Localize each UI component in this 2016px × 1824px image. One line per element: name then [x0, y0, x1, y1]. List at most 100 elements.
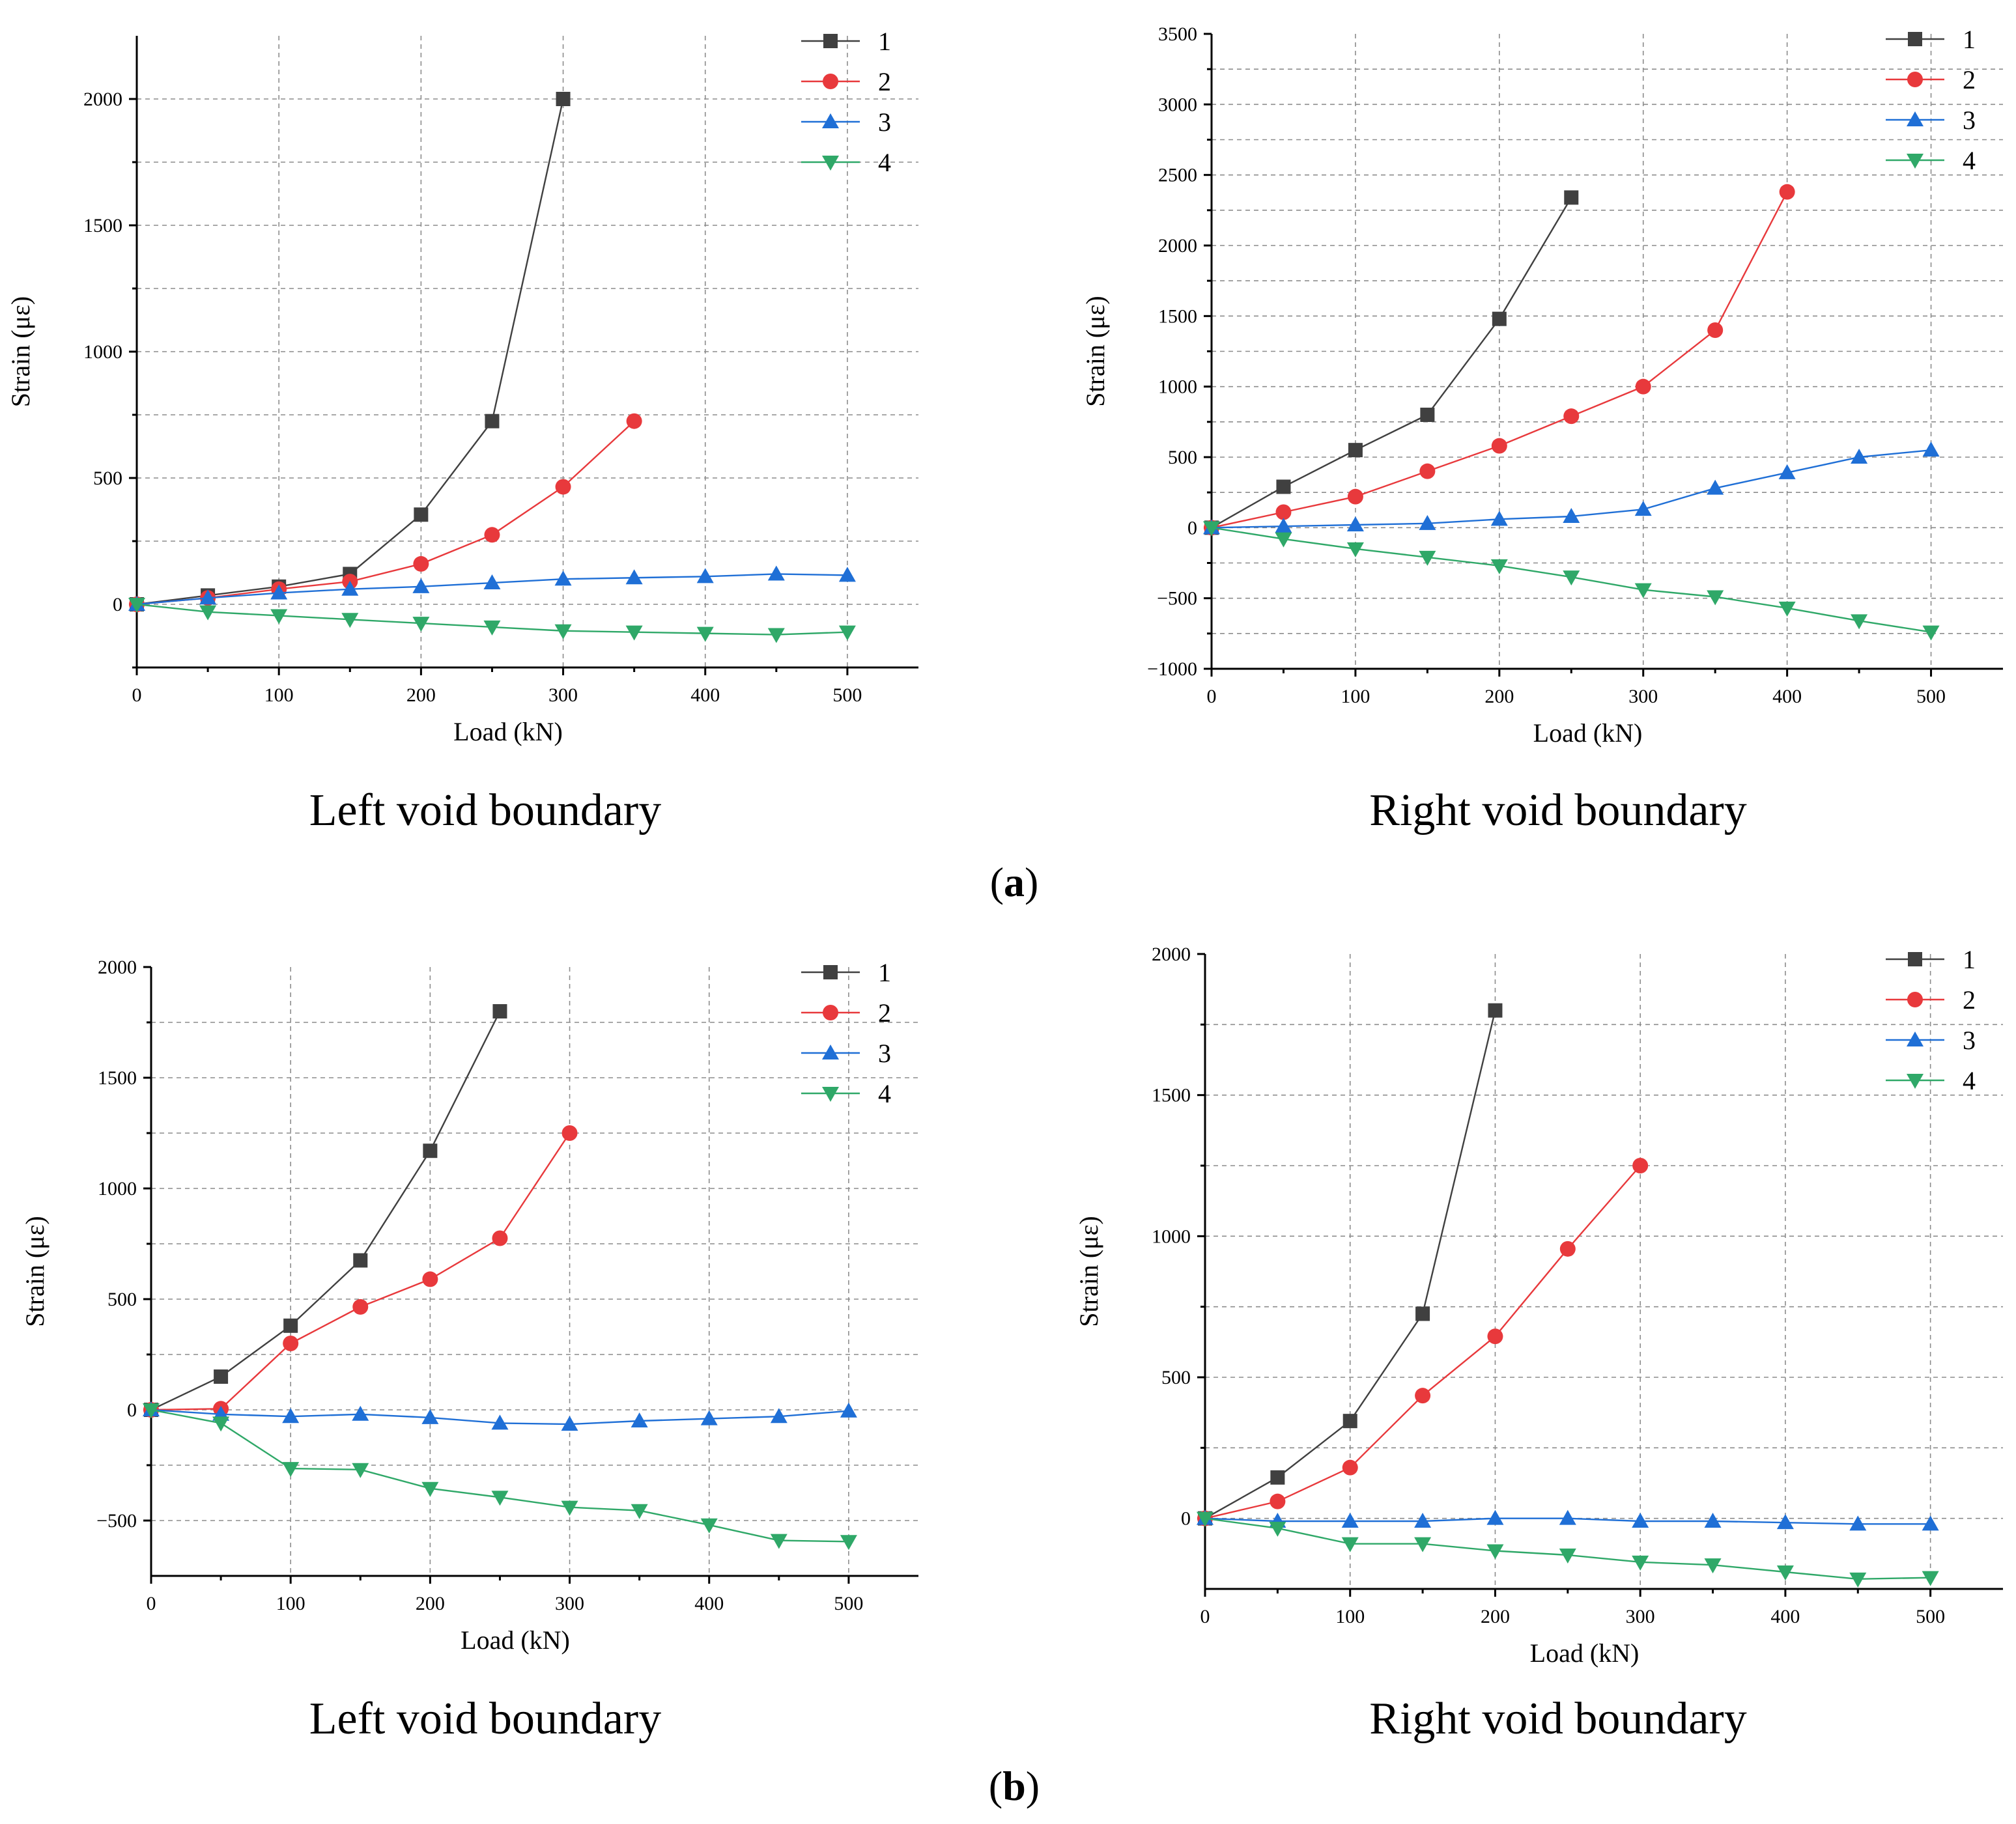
data-point-3	[1563, 508, 1580, 523]
data-point-4	[1269, 1521, 1286, 1537]
data-point-3	[1559, 1509, 1576, 1525]
data-point-4	[282, 1462, 300, 1478]
data-point-3	[1419, 514, 1436, 530]
data-point-1	[1348, 443, 1363, 458]
data-point-4	[625, 625, 643, 641]
data-point-4	[1922, 1571, 1939, 1586]
x-tick-label: 100	[1335, 1606, 1365, 1627]
x-tick-label: 500	[1916, 686, 1946, 707]
x-tick-label: 400	[1772, 686, 1802, 707]
legend-marker-2	[823, 1005, 838, 1020]
legend-marker-4	[822, 1087, 839, 1102]
data-point-3	[1632, 1513, 1649, 1528]
data-point-4	[1414, 1537, 1432, 1552]
caption-b-left: Left void boundary	[309, 1694, 662, 1744]
data-point-2	[555, 479, 571, 495]
data-point-2	[1491, 438, 1507, 454]
data-point-4	[1849, 1572, 1867, 1588]
data-point-3	[1704, 1513, 1722, 1528]
series-line-2	[1204, 1165, 1641, 1519]
data-point-1	[556, 92, 571, 106]
data-point-4	[1197, 1511, 1214, 1527]
data-point-4	[412, 617, 430, 632]
data-point-3	[1490, 511, 1508, 526]
y-tick-label: 3000	[1158, 94, 1197, 115]
legend-label-2: 2	[1963, 985, 1976, 1015]
legend-label-1: 1	[1963, 945, 1976, 974]
x-tick-label: 0	[1207, 686, 1217, 707]
x-tick-label: 200	[406, 684, 436, 706]
y-tick-label: 1500	[83, 215, 122, 236]
x-tick-label: 400	[1770, 1606, 1800, 1627]
data-point-4	[199, 605, 217, 621]
data-point-3	[421, 1409, 439, 1424]
x-tick-label: 100	[276, 1593, 305, 1614]
x-tick-label: 200	[1481, 1606, 1510, 1627]
data-point-2	[1342, 1459, 1358, 1476]
x-tick-label: 0	[1200, 1606, 1210, 1627]
x-axis-title: Load (kN)	[1533, 718, 1643, 748]
x-tick-label: 500	[834, 1593, 863, 1614]
data-point-3	[412, 578, 430, 593]
y-tick-label: 500	[93, 468, 122, 489]
y-tick-label: −1000	[1147, 658, 1197, 680]
legend-label-1: 1	[878, 958, 891, 987]
data-point-3	[352, 1405, 369, 1421]
data-point-1	[1492, 311, 1507, 326]
legend-label-1: 1	[878, 27, 891, 56]
series-4	[1203, 521, 1940, 641]
legend-marker-1	[1908, 32, 1922, 46]
data-point-1	[1276, 479, 1291, 494]
data-point-2	[1270, 1493, 1286, 1509]
data-point-2	[626, 413, 642, 429]
data-point-2	[1275, 504, 1292, 520]
data-point-1	[1415, 1306, 1430, 1321]
series-4	[1197, 1511, 1939, 1588]
y-tick-label: 1000	[1158, 376, 1197, 398]
legend-marker-1	[823, 965, 838, 979]
data-point-1	[423, 1144, 438, 1158]
data-point-2	[1779, 184, 1795, 200]
y-tick-label: 1500	[1158, 305, 1197, 327]
x-axis-title: Load (kN)	[1530, 1638, 1640, 1668]
legend-label-3: 3	[1963, 105, 1976, 135]
series-line-2	[136, 420, 635, 606]
data-point-1	[1342, 1414, 1357, 1429]
data-point-3	[625, 569, 643, 585]
data-point-2	[352, 1298, 369, 1315]
data-point-3	[561, 1416, 578, 1431]
data-point-3	[199, 589, 217, 605]
data-point-4	[1203, 521, 1220, 537]
legend: 1 2 3 4	[1886, 945, 1976, 1095]
x-tick-label: 400	[694, 1593, 724, 1614]
grid	[1205, 954, 2003, 1589]
series-4	[143, 1403, 857, 1550]
data-point-2	[1563, 408, 1580, 425]
y-axis-title: Strain (με)	[20, 1216, 50, 1326]
data-point-1	[353, 1253, 368, 1268]
x-tick-label: 400	[690, 684, 720, 706]
data-point-3	[767, 565, 785, 581]
legend-marker-3	[1907, 1031, 1924, 1046]
data-point-4	[1419, 550, 1436, 566]
data-point-4	[770, 1534, 788, 1549]
data-point-4	[1851, 614, 1868, 630]
data-point-4	[767, 628, 785, 643]
caption-a-right: Right void boundary	[1369, 785, 1747, 835]
series-3	[128, 565, 856, 611]
data-point-2	[1415, 1388, 1431, 1404]
y-tick-label: 1500	[98, 1067, 137, 1089]
data-point-3	[1776, 1514, 1794, 1530]
x-tick-label: 100	[1341, 686, 1370, 707]
data-point-4	[270, 609, 288, 624]
data-point-4	[212, 1416, 230, 1432]
data-point-3	[1922, 442, 1940, 457]
data-point-4	[483, 620, 501, 636]
x-tick-label: 300	[1626, 1606, 1655, 1627]
data-point-2	[413, 555, 429, 572]
data-point-1	[1420, 408, 1435, 422]
y-tick-label: 2000	[83, 89, 122, 110]
data-point-2	[1419, 463, 1436, 479]
data-point-3	[1851, 449, 1868, 464]
legend-label-3: 3	[1963, 1026, 1976, 1055]
